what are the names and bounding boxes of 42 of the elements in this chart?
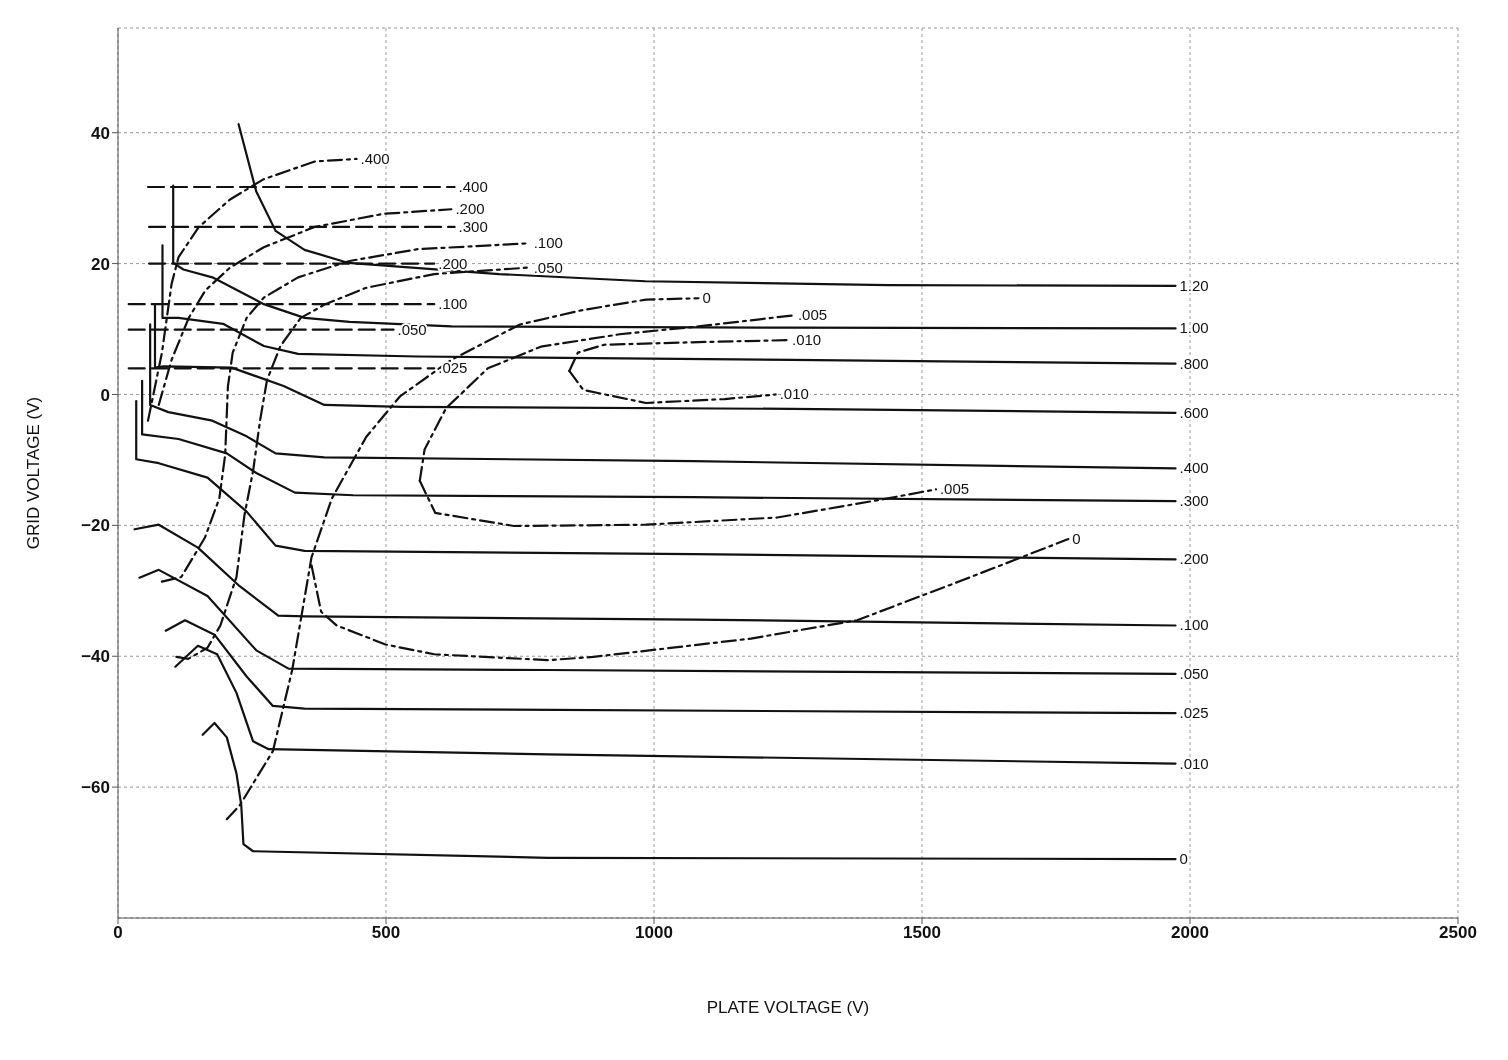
series-label: .005	[797, 306, 828, 324]
series-label: .600	[1179, 403, 1209, 421]
series-label: .005	[939, 480, 970, 498]
series-label: .100	[438, 295, 468, 313]
y-tick-label: 40	[91, 123, 110, 143]
x-tick-label: 2500	[1439, 923, 1477, 943]
series-label: .400	[458, 178, 488, 196]
x-tick-label: 1500	[903, 923, 941, 943]
series-label: .010	[779, 385, 809, 403]
series-label: .100	[533, 234, 563, 252]
series-label: 0	[1072, 530, 1081, 548]
series-label: .050	[1179, 664, 1209, 682]
series-label: 1.20	[1179, 276, 1209, 294]
series-label: .400	[1179, 459, 1209, 477]
x-tick-label: 2000	[1171, 923, 1209, 943]
y-tick-label: −60	[81, 778, 110, 798]
series-label: .050	[397, 320, 427, 338]
y-axis-title: GRID VOLTAGE (V)	[24, 396, 44, 550]
series-label: 0	[1179, 850, 1188, 868]
series-label: .010	[792, 331, 822, 349]
series-label: .300	[458, 217, 488, 235]
y-tick-label: −20	[81, 516, 110, 536]
series-label: .400	[360, 149, 390, 167]
y-tick-label: −40	[81, 647, 110, 667]
x-tick-label: 500	[371, 923, 401, 943]
series-label: .025	[438, 359, 468, 377]
series-label: .800	[1179, 354, 1209, 372]
x-axis-title: PLATE VOLTAGE (V)	[706, 998, 870, 1017]
series-label: .200	[455, 200, 485, 218]
series-label: .010	[1179, 754, 1209, 772]
series-label: .300	[1179, 492, 1209, 510]
x-tick-label: 0	[113, 923, 123, 943]
series-label: .200	[438, 254, 468, 272]
series-label: .025	[1179, 704, 1209, 722]
series-label: .200	[1179, 550, 1209, 568]
series-label: .100	[1179, 616, 1209, 634]
y-tick-label: 0	[100, 385, 110, 405]
x-tick-label: 1000	[635, 923, 673, 943]
y-tick-label: 20	[91, 254, 110, 274]
series-label: .050	[533, 258, 563, 276]
series-label: 0	[702, 289, 711, 307]
series-label: 1.00	[1179, 319, 1209, 337]
